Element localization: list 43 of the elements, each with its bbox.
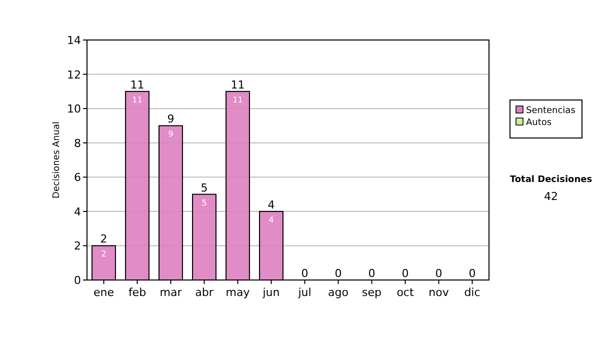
total-label: 0 [402,267,409,280]
y-tick-label: 6 [74,171,81,184]
data-label: 9 [168,130,174,139]
total-label: 2 [100,232,108,246]
data-label: 11 [132,95,142,104]
legend-label: Sentencias [526,106,576,116]
y-tick-label: 8 [74,136,81,150]
data-label: 5 [202,198,207,208]
total-label: 0 [301,267,308,280]
total-label: 0 [468,267,476,280]
total-label: 4 [268,198,275,212]
data-label: 2 [101,250,106,259]
x-tick-label: mar [160,286,182,299]
total-label: 11 [130,78,144,92]
y-tick-label: 2 [74,240,81,253]
x-tick-label: jul [297,286,312,299]
total-label: 0 [368,267,376,280]
y-tick-label: 10 [67,102,81,116]
x-tick-label: may [226,286,250,299]
legend-label: Autos [526,118,552,128]
total-label: 11 [230,78,245,92]
x-tick-label: oct [396,286,414,299]
y-tick-label: 12 [67,68,81,82]
total-label: 5 [200,181,208,194]
data-label: 11 [232,95,243,104]
x-tick-label: ene [93,286,114,299]
x-tick-label: sep [362,286,382,299]
data-label: 4 [268,215,274,224]
x-tick-label: nov [428,286,450,299]
y-axis-title: Decisiones Anual [52,122,62,198]
x-tick-label: abr [195,286,214,299]
x-tick-label: dic [464,286,480,299]
y-tick-label: 0 [74,274,81,287]
x-tick-label: ago [328,286,349,299]
x-tick-label: feb [128,286,146,299]
text: Total Decisiones [510,175,592,185]
text: 42 [544,190,558,203]
total-label: 0 [334,267,342,280]
total-label: 9 [167,112,174,126]
y-tick-label: 14 [67,34,81,47]
total-label: 0 [435,267,442,280]
x-tick-label: jun [262,286,280,299]
y-tick-label: 4 [74,205,81,218]
